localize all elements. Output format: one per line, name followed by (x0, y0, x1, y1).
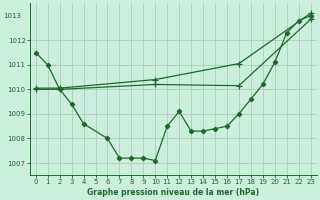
Text: 1013: 1013 (4, 13, 21, 19)
X-axis label: Graphe pression niveau de la mer (hPa): Graphe pression niveau de la mer (hPa) (87, 188, 259, 197)
